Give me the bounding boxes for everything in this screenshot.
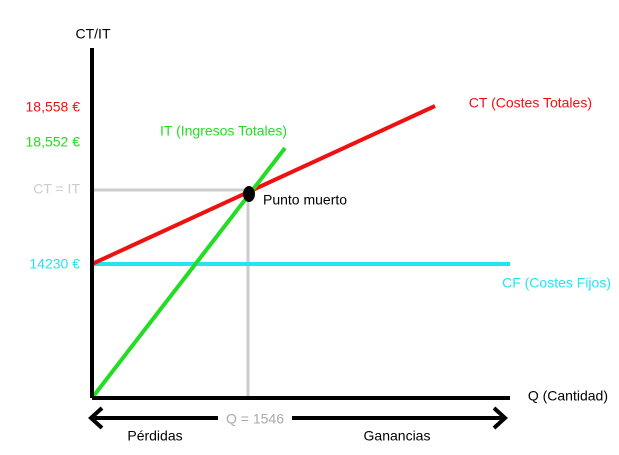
losses-label: Pérdidas <box>127 428 182 444</box>
break-even-q-label: Q = 1546 <box>226 411 284 427</box>
cf-label: CF (Costes Fijos) <box>502 275 611 291</box>
arrow-head-left <box>88 406 104 430</box>
ct-line <box>91 104 436 266</box>
ct-label: CT (Costes Totales) <box>469 95 592 111</box>
it-value-label: 18,552 € <box>26 134 81 150</box>
q-label-bg <box>218 410 292 428</box>
break-even-y-label: CT = IT <box>33 181 80 197</box>
break-even-point <box>243 186 255 202</box>
profits-label: Ganancias <box>364 428 431 444</box>
y-axis-label: CT/IT <box>76 26 111 42</box>
it-label: IT (Ingresos Totales) <box>160 123 287 139</box>
break-even-label: Punto muerto <box>263 192 347 208</box>
arrow-head-right <box>492 406 508 430</box>
ct-value-label: 18,558 € <box>26 99 81 115</box>
cf-value-label: 14230 € <box>29 256 80 272</box>
x-axis-label: Q (Cantidad) <box>528 388 608 404</box>
